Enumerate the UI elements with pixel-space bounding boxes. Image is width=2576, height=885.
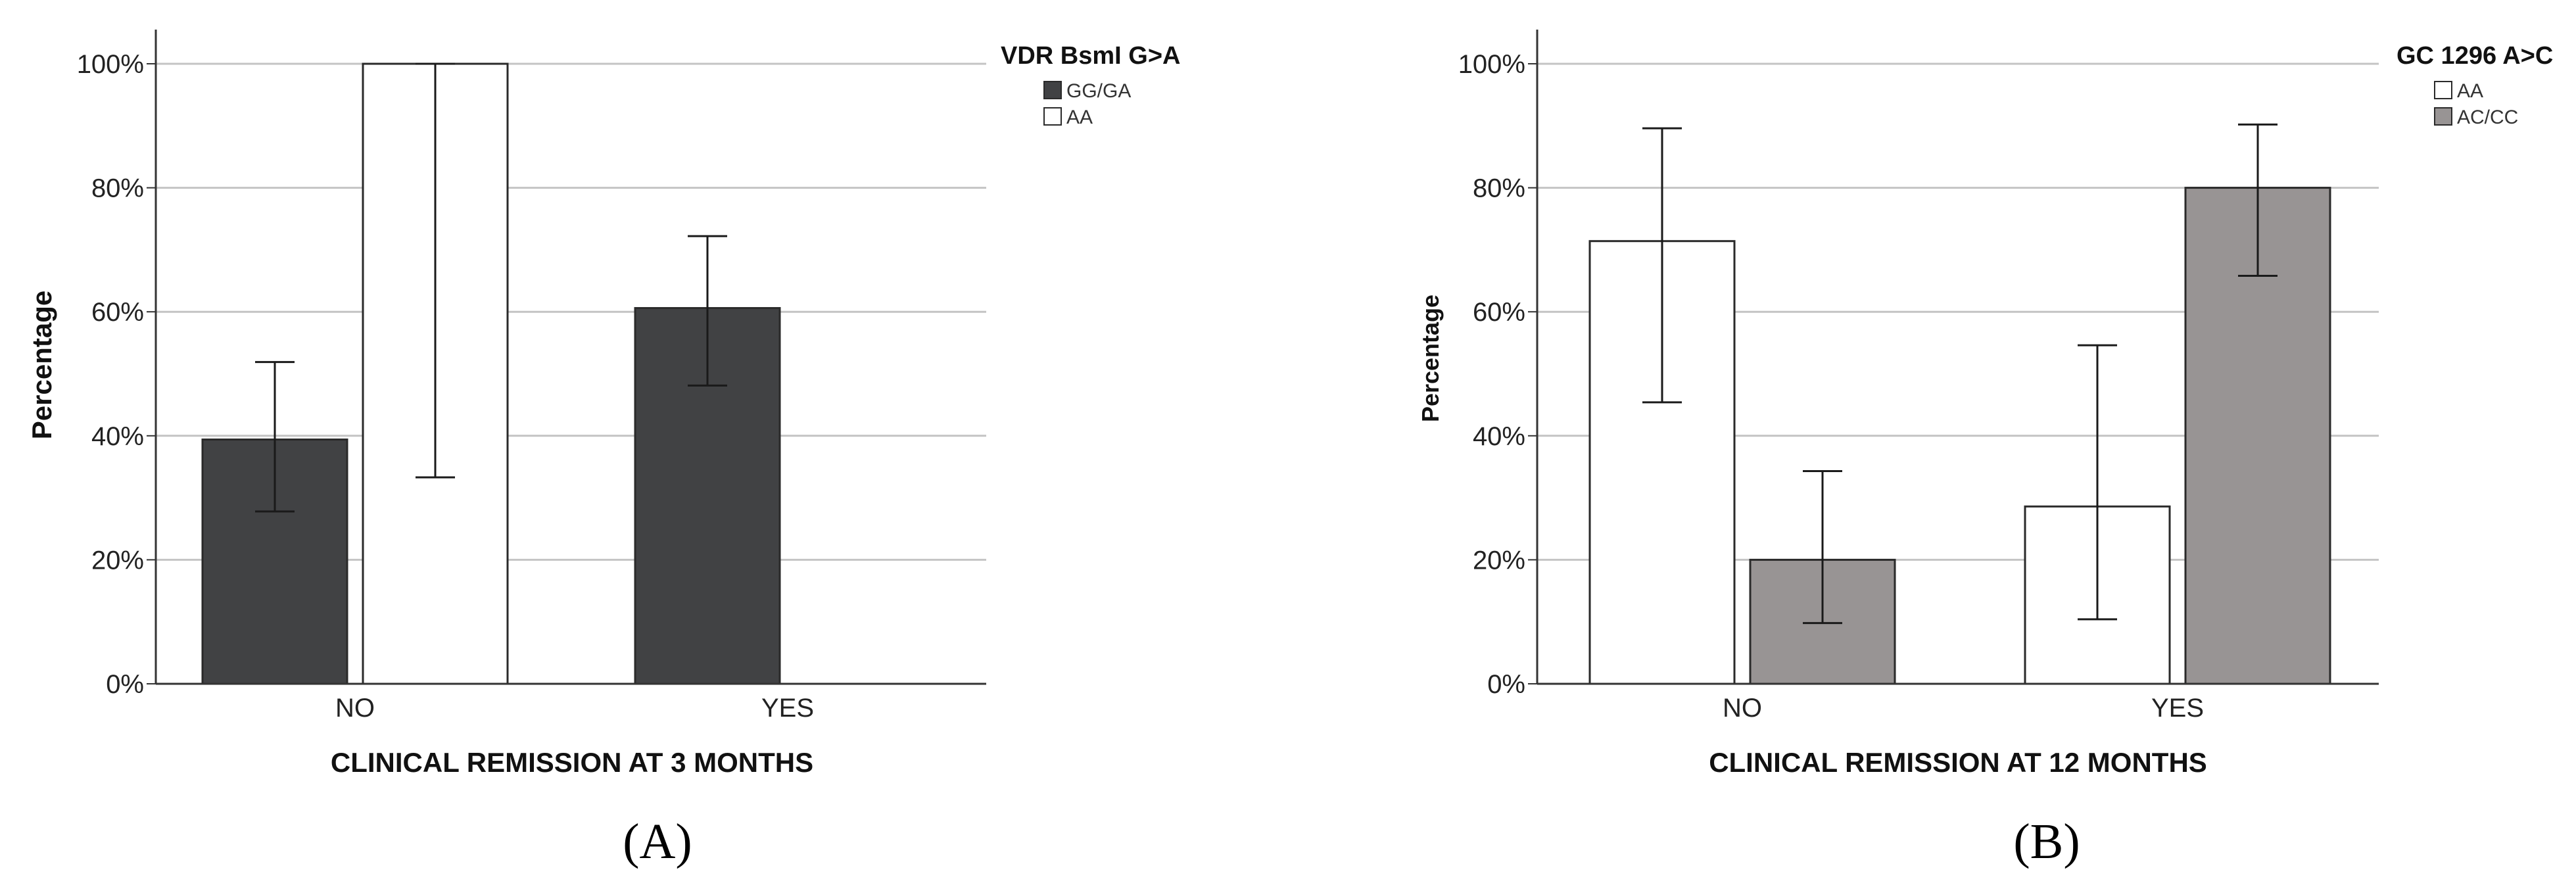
x-axis-label: CLINICAL REMISSION AT 12 MONTHS — [1709, 747, 2207, 778]
error-bar — [255, 361, 295, 513]
x-axis-label: CLINICAL REMISSION AT 3 MONTHS — [331, 747, 813, 778]
axes — [1528, 30, 2379, 685]
legend-label: AA — [2457, 80, 2483, 102]
x-tick-label: YES — [761, 694, 814, 723]
error-bars — [1642, 123, 2278, 625]
panel-label: (B) — [2013, 814, 2080, 869]
error-bar — [1803, 470, 1842, 625]
y-tick-label: 20% — [91, 546, 144, 575]
y-axis-label: Percentage — [1417, 295, 1444, 422]
bars — [201, 62, 781, 685]
x-tick-label: NO — [1723, 694, 1762, 723]
error-bar — [1642, 127, 1682, 404]
x-tick-label: YES — [2151, 694, 2204, 723]
y-tick-label: 40% — [1473, 422, 1525, 451]
y-tick-label: 40% — [91, 422, 144, 451]
legend: AA AC/CC — [2434, 80, 2518, 128]
error-bar — [688, 235, 727, 387]
legend-swatch — [2434, 81, 2452, 99]
legend-swatch — [2434, 107, 2452, 126]
legend-label: GG/GA — [1066, 80, 1131, 102]
y-tick-label: 60% — [1473, 298, 1525, 327]
x-tick-label: NO — [335, 694, 375, 723]
legend-label: AA — [1066, 107, 1093, 128]
error-bar — [416, 62, 455, 479]
legend-swatch — [1043, 107, 1062, 126]
y-tick-label: 0% — [106, 670, 144, 699]
y-tick-label: 0% — [1487, 670, 1525, 699]
error-bars — [255, 62, 727, 513]
y-tick-label: 100% — [77, 50, 144, 79]
y-tick-labels: 0% 20% 40% 60% 80% 100% — [1458, 50, 1525, 699]
legend-title: VDR BsmI G>A — [1001, 42, 1180, 70]
y-tick-labels: 0% 20% 40% 60% 80% 100% — [77, 50, 144, 699]
y-tick-label: 60% — [91, 298, 144, 327]
legend-title: GC 1296 A>C — [2397, 42, 2553, 70]
y-tick-label: 100% — [1458, 50, 1525, 79]
gridlines — [156, 62, 986, 561]
chart-panel-a: 0% 20% 40% 60% 80% 100% NO YES Percentage CLIN… — [26, 30, 1180, 869]
axes — [147, 30, 986, 685]
y-tick-label: 80% — [91, 174, 144, 203]
y-tick-label: 20% — [1473, 546, 1525, 575]
error-bar — [2078, 344, 2117, 621]
chart-panel-b: 0% 20% 40% 60% 80% 100% NO YES Percentage CLIN… — [1417, 30, 2553, 869]
y-axis-label: Percentage — [26, 291, 57, 439]
error-bar — [2238, 123, 2278, 277]
legend-swatch — [1043, 81, 1062, 99]
x-tick-labels: NO YES — [1723, 694, 2204, 723]
y-tick-label: 80% — [1473, 174, 1525, 203]
legend: GG/GA AA — [1043, 80, 1131, 128]
panel-label: (A) — [623, 814, 692, 869]
legend-label: AC/CC — [2457, 107, 2518, 128]
x-tick-labels: NO YES — [335, 694, 814, 723]
